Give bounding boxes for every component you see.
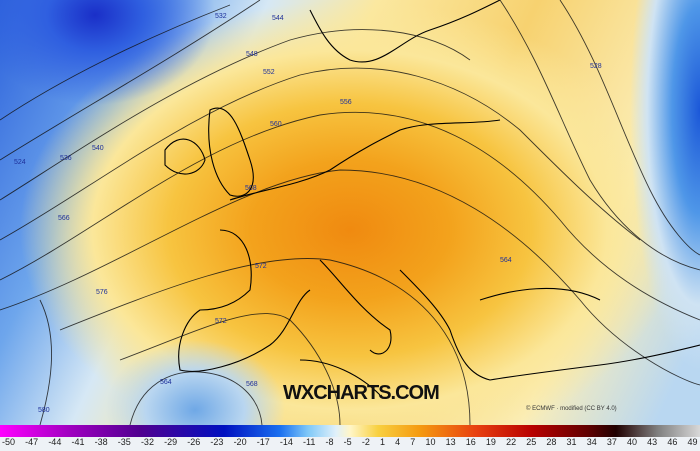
color-scale-tick: -26 [187, 437, 201, 447]
contour-label: 560 [270, 121, 282, 128]
contour-label: 528 [590, 63, 602, 70]
weather-map: 532 544 548 552 556 560 564 568 572 576 … [0, 0, 700, 425]
contour-label: 564 [500, 257, 512, 264]
contour-line [499, 0, 700, 271]
contour-label: 566 [58, 215, 70, 222]
contour-label: 552 [263, 69, 275, 76]
color-scale-tick: -35 [117, 437, 131, 447]
watermark: WXCHARTS.COM [283, 382, 440, 404]
contour-label: 540 [92, 145, 104, 152]
contour-line [559, 0, 700, 256]
color-scale-tick: -32 [140, 437, 154, 447]
color-scale-tick: 1 [379, 437, 385, 447]
contour-line [129, 371, 263, 425]
color-scale-tick: 16 [465, 437, 476, 447]
contour-layer: 532 544 548 552 556 560 564 568 572 576 … [0, 0, 700, 425]
contour-label: 564 [160, 379, 172, 386]
contour-label: 524 [14, 159, 26, 166]
color-scale-tick: 28 [546, 437, 557, 447]
color-scale-tick: 7 [410, 437, 416, 447]
contour-line [0, 169, 700, 386]
contour-label: 548 [246, 51, 258, 58]
contour-line [39, 299, 52, 425]
color-scale-tick: 13 [445, 437, 456, 447]
contour-label: 572 [255, 263, 267, 270]
color-scale-tick: -23 [210, 437, 224, 447]
data-credit: © ECMWF · modified (CC BY 4.0) [526, 406, 617, 412]
color-scale-tick: -5 [343, 437, 352, 447]
color-scale-tick: -2 [361, 437, 370, 447]
color-scale-tick: 43 [647, 437, 658, 447]
color-scale-tick: -50 [2, 437, 16, 447]
color-scale-tick: -44 [48, 437, 62, 447]
color-scale-tick: 46 [667, 437, 678, 447]
contour-label: 568 [246, 381, 258, 388]
contour-label: 544 [272, 15, 284, 22]
color-scale-tick: 49 [687, 437, 698, 447]
color-scale-tick: 4 [395, 437, 401, 447]
coastlines [164, 0, 700, 396]
contour-line [0, 67, 641, 241]
color-scale-tick: -11 [303, 437, 316, 447]
color-scale-tick: -29 [164, 437, 178, 447]
color-scale-tick: -14 [279, 437, 293, 447]
contour-line [59, 258, 471, 425]
color-scale-tick: 25 [526, 437, 537, 447]
color-scale-tick: 22 [506, 437, 517, 447]
color-scale-tick: 19 [485, 437, 496, 447]
color-scale-tick: 10 [425, 437, 436, 447]
contour-label: 556 [340, 99, 352, 106]
contour-line [0, 0, 261, 161]
contour-label: 536 [60, 155, 72, 162]
contour-label: 572 [215, 318, 227, 325]
contour-label: 580 [38, 407, 50, 414]
color-scale-tick: 40 [627, 437, 638, 447]
color-scale-tick: -38 [94, 437, 108, 447]
contour-line [0, 111, 700, 321]
color-scale-tick: -41 [71, 437, 85, 447]
contour-line [0, 4, 231, 121]
color-scale-tick: -17 [256, 437, 270, 447]
contour-line [0, 29, 471, 201]
color-scale-bar [0, 425, 700, 437]
contour-line [119, 313, 341, 425]
color-scale-ticks: -50 -47 -44 -41 -38 -35 -32 -29 -26 -23 -20 -17 -14-… [0, 437, 700, 451]
color-scale-tick: 37 [606, 437, 617, 447]
contour-label: 532 [215, 13, 227, 20]
color-scale-tick: -20 [233, 437, 247, 447]
color-scale-tick: -8 [325, 437, 334, 447]
contour-labels: 532 544 548 552 556 560 564 568 572 576 … [14, 13, 602, 414]
contour-label: 576 [96, 289, 108, 296]
color-scale-tick: 34 [586, 437, 597, 447]
color-scale-tick: -47 [25, 437, 39, 447]
color-scale-tick: 31 [566, 437, 577, 447]
